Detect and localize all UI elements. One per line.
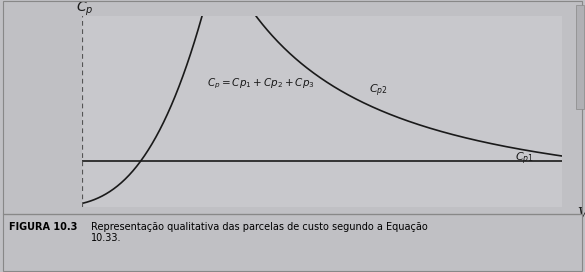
- Text: $C_p$: $C_p$: [76, 0, 93, 18]
- Text: $C_{p2}$: $C_{p2}$: [369, 83, 387, 99]
- Text: V: V: [577, 207, 585, 221]
- Text: Representação qualitativa das parcelas de custo segundo a Equação
10.33.: Representação qualitativa das parcelas d…: [91, 222, 428, 243]
- Text: $V_0$: $V_0$: [75, 218, 89, 232]
- Text: $C_p = Cp_1 + Cp_2 + Cp_3$: $C_p = Cp_1 + Cp_2 + Cp_3$: [207, 76, 315, 91]
- Text: $C_{p1}$: $C_{p1}$: [515, 150, 534, 167]
- Text: FIGURA 10.3: FIGURA 10.3: [9, 222, 77, 232]
